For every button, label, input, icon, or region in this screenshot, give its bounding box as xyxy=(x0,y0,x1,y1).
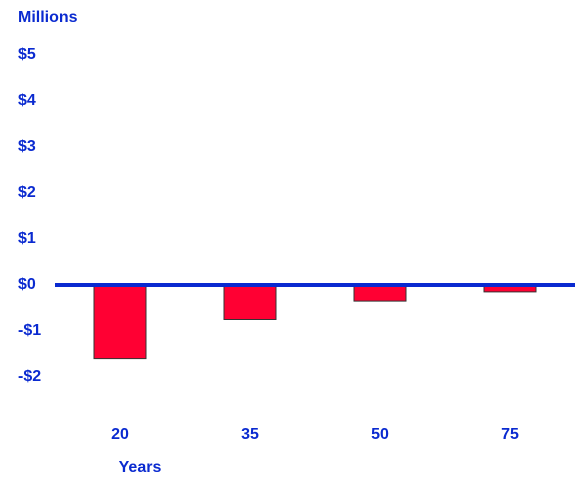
bar xyxy=(353,284,407,302)
y-tick-label: $3 xyxy=(18,138,36,155)
bar xyxy=(93,284,147,360)
y-tick-label: -$1 xyxy=(18,322,41,339)
x-tick-label: 50 xyxy=(371,426,389,443)
y-tick-label: $0 xyxy=(18,276,36,293)
x-tick-label: 75 xyxy=(501,426,519,443)
x-tick-label: 35 xyxy=(241,426,259,443)
y-tick-label: $2 xyxy=(18,184,36,201)
x-axis-label: Years xyxy=(119,459,162,476)
y-tick-label: $1 xyxy=(18,230,36,247)
y-tick-label: $5 xyxy=(18,46,36,63)
y-tick-label: $4 xyxy=(18,92,36,109)
x-tick-label: 20 xyxy=(111,426,129,443)
y-axis-label: Millions xyxy=(18,9,78,26)
y-tick-label: -$2 xyxy=(18,368,41,385)
bar xyxy=(223,284,277,320)
